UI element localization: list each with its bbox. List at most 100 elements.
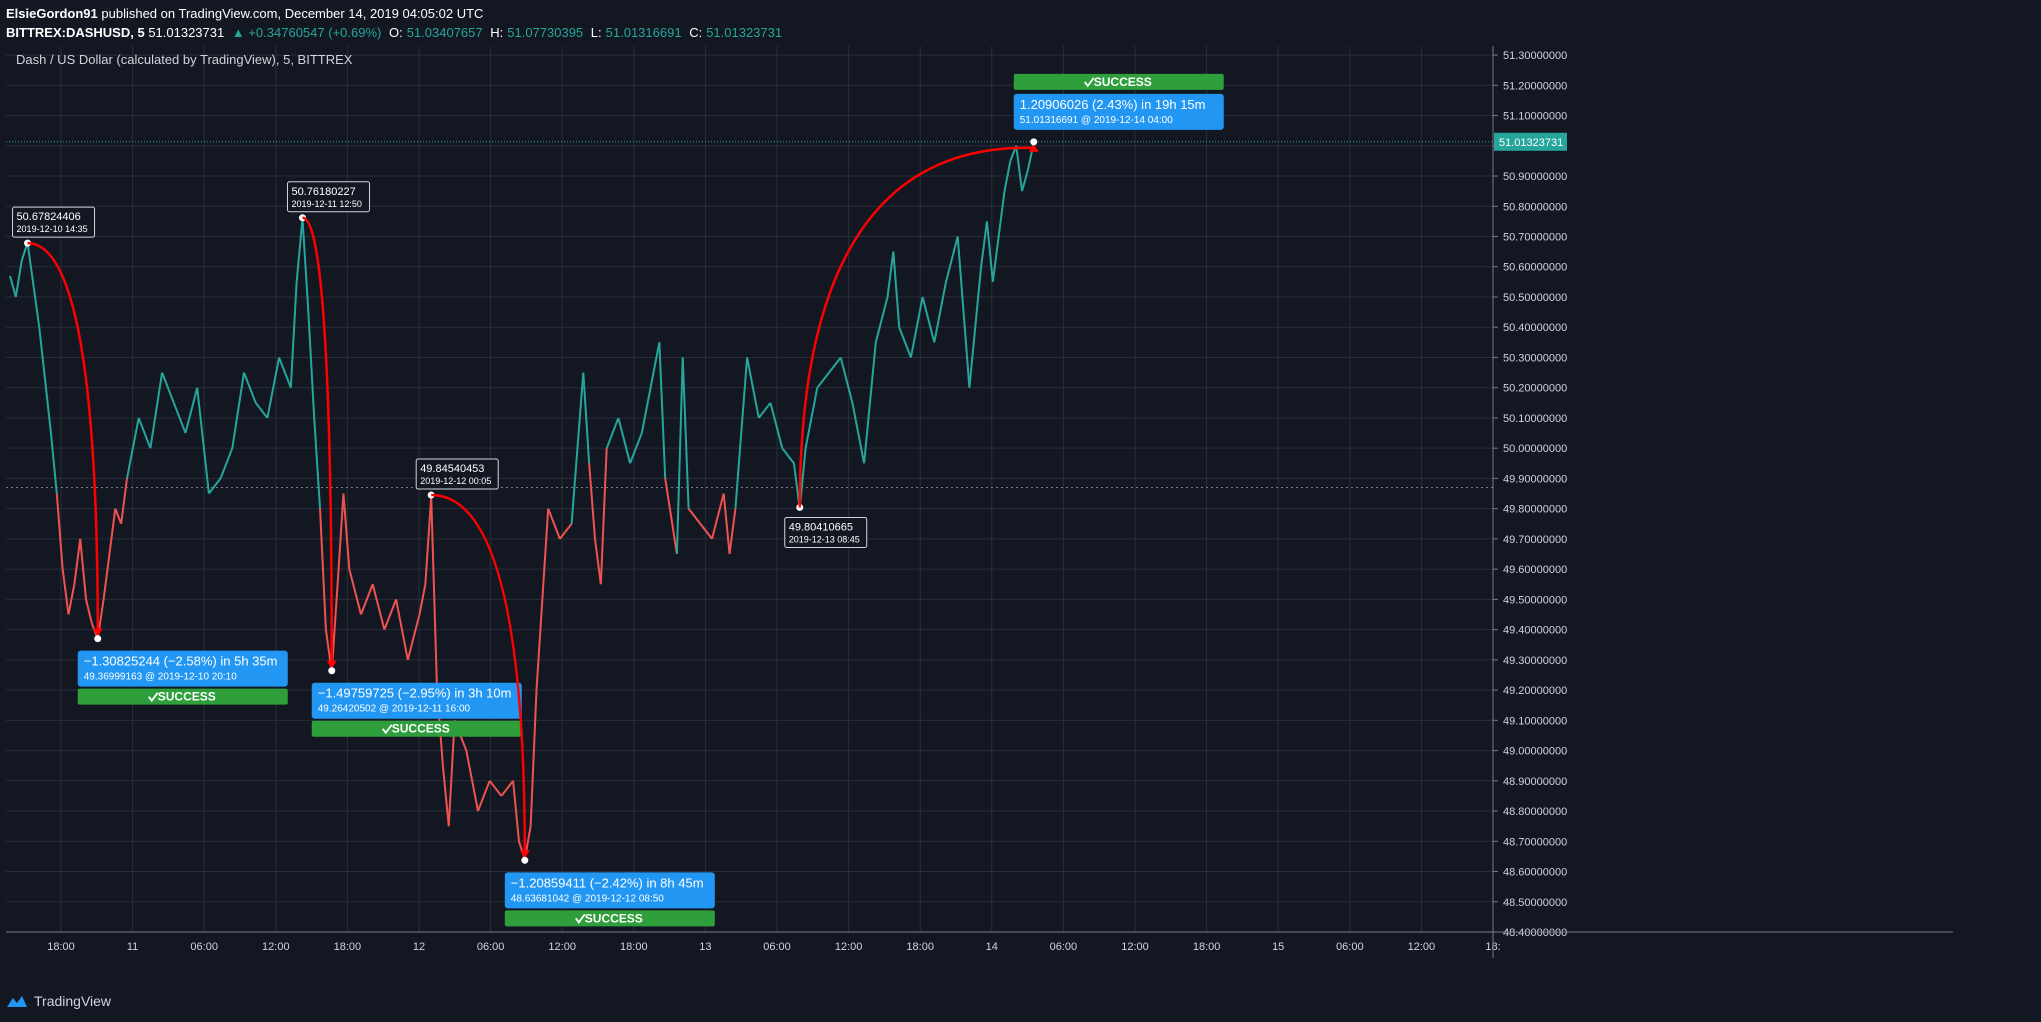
- price-segment: [699, 523, 713, 540]
- y-tick-label: 49.40000000: [1503, 625, 1567, 637]
- price-segment: [395, 599, 409, 661]
- measure-target: 51.01316691 @ 2019-12-14 04:00: [1020, 115, 1173, 126]
- price-segment: [728, 508, 737, 555]
- price-segment: [14, 260, 23, 298]
- price-segment: [219, 447, 234, 479]
- price-segment: [430, 496, 439, 691]
- x-tick-label: 12:00: [1408, 941, 1436, 953]
- price-segment: [980, 221, 988, 267]
- price-segment: [196, 387, 210, 494]
- measure-label: −1.49759725 (−2.95%) in 3h 10m 49.2642050…: [311, 682, 522, 719]
- publish-line: ElsieGordon91 published on TradingView.c…: [6, 4, 786, 23]
- price-segment: [441, 765, 450, 827]
- y-tick-label: 49.50000000: [1503, 594, 1567, 606]
- success-badge-box: [1013, 73, 1224, 90]
- pivot-label-box: [415, 458, 499, 490]
- price-segment: [266, 357, 281, 419]
- success-badge-box: [77, 688, 288, 705]
- price-segment: [886, 251, 895, 298]
- price-segment: [658, 342, 667, 479]
- price-segment: [208, 477, 222, 495]
- price-segment: [278, 357, 292, 389]
- success-text: SUCCESS: [158, 690, 216, 704]
- price-segment: [892, 251, 901, 328]
- price-segment: [933, 281, 947, 343]
- success-badge: SUCCESS: [1013, 73, 1224, 90]
- x-tick-label: 06:00: [1336, 941, 1364, 953]
- price-segment: [348, 568, 362, 615]
- x-tick-label: 06:00: [190, 941, 218, 953]
- price-segment: [477, 780, 491, 812]
- pivot-value: 49.80410665: [789, 521, 853, 533]
- price-segment: [149, 372, 164, 449]
- measure-label-box: [504, 872, 715, 909]
- price-segment: [67, 584, 76, 615]
- x-tick-label: 18:00: [47, 941, 75, 953]
- measure-label: 1.20906026 (2.43%) in 19h 15m 51.01316691…: [1013, 93, 1224, 130]
- x-tick-label: 12:00: [835, 941, 863, 953]
- price-segment: [594, 538, 602, 585]
- price-segment: [605, 417, 620, 449]
- price-segment: [687, 508, 702, 525]
- pivot-time: 2019-12-13 08:45: [789, 534, 860, 544]
- y-tick-label: 49.20000000: [1503, 685, 1567, 697]
- price-segment: [599, 448, 608, 585]
- measure-target: 49.36999163 @ 2019-12-10 20:10: [84, 672, 237, 683]
- price-chart[interactable]: 51.3000000051.2000000051.1000000051.0000…: [6, 46, 1953, 958]
- y-tick-label: 49.70000000: [1503, 534, 1567, 546]
- price-segment: [26, 242, 41, 328]
- y-tick-label: 50.60000000: [1503, 262, 1567, 274]
- price-segment: [758, 402, 772, 419]
- pivot-label-box: [784, 516, 868, 548]
- x-tick-label: 12:00: [1121, 941, 1149, 953]
- price-segment: [49, 432, 58, 494]
- check-icon: [148, 692, 159, 703]
- price-segment: [73, 538, 82, 585]
- x-tick-label: 13: [699, 941, 711, 953]
- x-tick-label: 15: [1272, 941, 1284, 953]
- measure-target: 48.63681042 @ 2019-12-12 08:50: [511, 893, 664, 904]
- measure-arrowhead: [326, 660, 337, 669]
- price-segment: [991, 191, 1006, 282]
- x-tick-label: 12: [413, 941, 425, 953]
- measure-label-box: [311, 682, 522, 719]
- open-label: O:: [388, 25, 403, 40]
- x-tick-label: 12:00: [548, 941, 576, 953]
- price-segment: [629, 432, 643, 464]
- price-segment: [102, 553, 111, 600]
- price-segment: [38, 327, 52, 434]
- price-segment: [418, 584, 427, 615]
- price-segment: [541, 508, 550, 600]
- author-name[interactable]: ElsieGordon91: [6, 6, 98, 21]
- brand-name[interactable]: TradingView: [34, 993, 112, 1009]
- price-segment: [559, 523, 573, 540]
- measure-label-box: [77, 650, 288, 687]
- change-value: ▲ +0.34760547 (+0.69%): [231, 25, 382, 40]
- check-icon: [575, 913, 586, 924]
- tradingview-logo-icon[interactable]: [6, 994, 28, 1008]
- y-tick-label: 49.80000000: [1503, 504, 1567, 516]
- y-tick-label: 50.10000000: [1503, 413, 1567, 425]
- x-tick-label: 18:00: [906, 941, 934, 953]
- price-segment: [851, 402, 866, 464]
- price-segment: [985, 221, 994, 282]
- success-text: SUCCESS: [585, 911, 643, 925]
- chart-area[interactable]: 51.3000000051.2000000051.1000000051.0000…: [6, 46, 1953, 958]
- footer: TradingView: [6, 993, 111, 1009]
- price-segment: [1003, 160, 1012, 192]
- high-label: H:: [490, 25, 504, 40]
- price-segment: [465, 750, 479, 812]
- price-segment: [243, 372, 257, 404]
- price-segment: [1015, 145, 1024, 192]
- price-segment: [254, 402, 269, 419]
- pivot-label-box: [12, 206, 96, 238]
- y-tick-label: 51.20000000: [1503, 80, 1567, 92]
- measure-label: −1.20859411 (−2.42%) in 8h 45m 48.6368104…: [504, 872, 715, 909]
- published-text: published on TradingView.com, December 1…: [101, 6, 484, 21]
- y-tick-label: 49.60000000: [1503, 564, 1567, 576]
- x-tick-label: 18:00: [620, 941, 648, 953]
- open-value: 51.03407657: [406, 25, 483, 40]
- check-icon: [382, 724, 393, 735]
- y-tick-label: 49.90000000: [1503, 473, 1567, 485]
